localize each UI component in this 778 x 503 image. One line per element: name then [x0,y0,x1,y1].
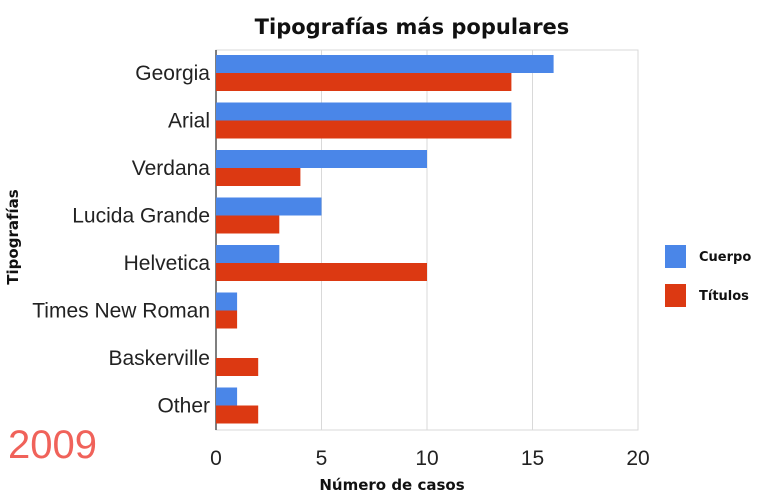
legend: Cuerpo Títulos [665,245,751,307]
bar-títulos [216,215,280,234]
bar-títulos [216,358,259,376]
x-tick-label: 10 [415,447,438,470]
chart-title: Tipografías más populares [255,15,570,39]
legend-swatch [665,284,686,307]
year-annotation: 2009 [8,423,97,467]
x-axis-title: Número de casos [319,476,464,494]
bar-títulos [216,168,301,186]
category-label: Lucida Grande [72,205,210,228]
category-label: Arial [168,110,210,133]
legend-label: Cuerpo [699,250,751,265]
bar-cuerpo [216,245,280,263]
category-label: Helvetica [124,252,211,275]
category-label: Times New Roman [32,300,210,323]
category-label: Verdana [132,157,211,180]
bar-cuerpo [216,150,427,168]
bar-títulos [216,310,238,329]
bar-títulos [216,263,427,281]
bar-cuerpo [216,197,322,216]
bar-títulos [216,405,259,424]
legend-swatch [665,245,686,268]
y-axis-title: Tipografías [4,189,22,284]
bar-títulos [216,73,512,91]
x-tick-label: 0 [210,447,222,470]
bars [216,55,554,424]
bar-cuerpo [216,387,238,406]
category-label: Georgia [135,62,210,85]
category-label: Baskerville [108,347,210,370]
bar-títulos [216,120,512,139]
bar-cuerpo [216,102,512,121]
x-tick-label: 15 [521,447,544,470]
category-label: Other [157,395,210,418]
category-labels: Georgia Arial Verdana Lucida Grande Helvetic… [32,62,210,418]
x-tick-labels: 0 5 10 15 20 [210,447,650,470]
legend-label: Títulos [699,289,749,304]
x-tick-label: 20 [626,447,649,470]
x-tick-label: 5 [316,447,328,470]
bar-cuerpo [216,292,238,311]
bar-cuerpo [216,55,554,73]
